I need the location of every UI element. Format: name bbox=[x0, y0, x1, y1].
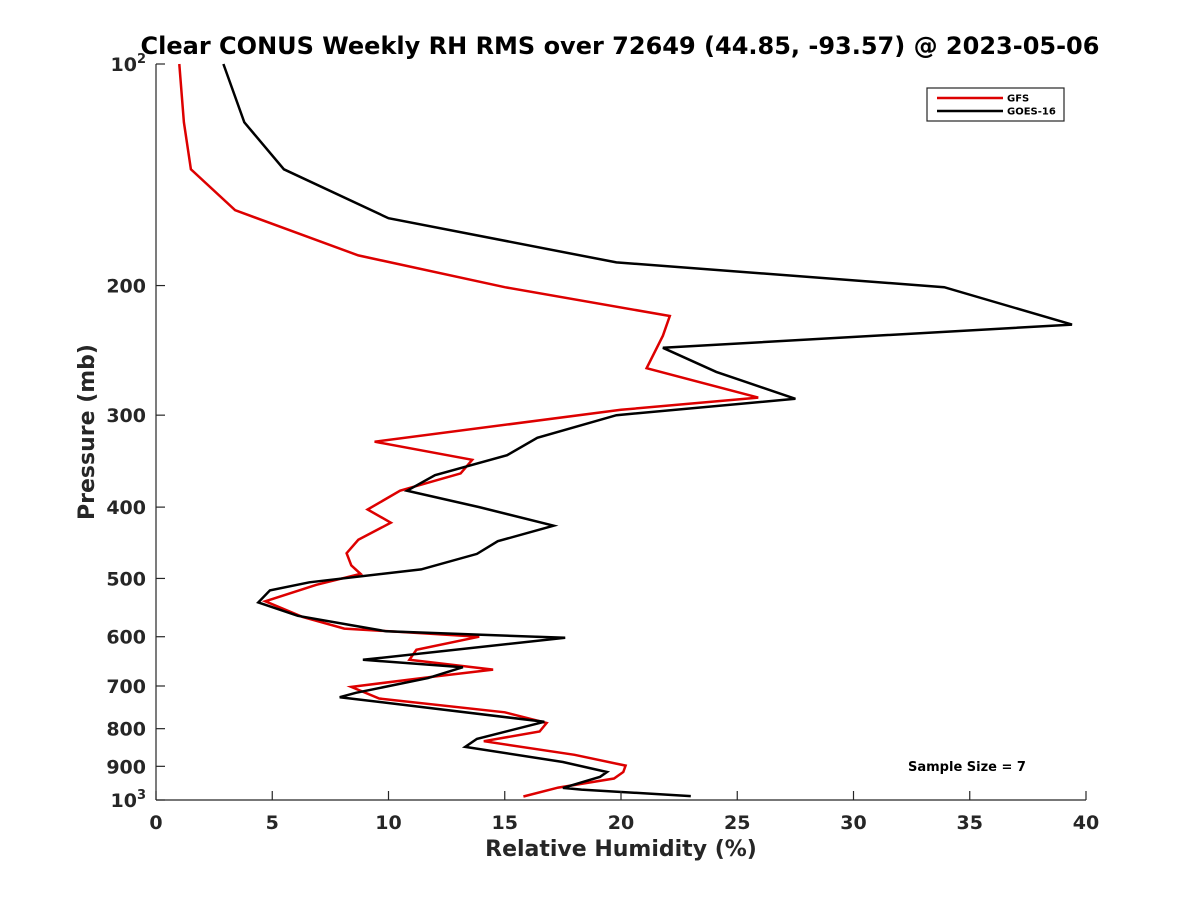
plot-lines bbox=[178, 63, 1073, 798]
y-tick-label: 500 bbox=[106, 568, 146, 590]
x-tick-label: 30 bbox=[840, 812, 866, 834]
y-axis-label: Pressure (mb) bbox=[75, 344, 100, 520]
legend: GFS GOES-16 bbox=[926, 87, 1065, 122]
y-tick-label: 600 bbox=[106, 627, 146, 649]
y-tick-label: 300 bbox=[106, 405, 146, 427]
legend-box bbox=[926, 87, 1065, 122]
x-tick-label: 15 bbox=[492, 812, 518, 834]
x-tick-label: 35 bbox=[957, 812, 983, 834]
x-tick-label: 10 bbox=[375, 812, 401, 834]
x-axis-label: Relative Humidity (%) bbox=[485, 837, 757, 862]
x-ticks: 0 5 10 15 20 25 30 35 40 bbox=[149, 791, 1099, 834]
x-tick-label: 40 bbox=[1073, 812, 1099, 834]
y-tick-label: 103 bbox=[111, 788, 147, 812]
y-tick-label: 200 bbox=[106, 276, 146, 298]
chart-title: Clear CONUS Weekly RH RMS over 72649 (44… bbox=[141, 32, 1100, 60]
series-line-goes16 bbox=[222, 63, 1073, 798]
y-tick-label: 400 bbox=[106, 497, 146, 519]
x-tick-label: 5 bbox=[266, 812, 279, 834]
y-tick-label: 700 bbox=[106, 676, 146, 698]
series-line-gfs bbox=[178, 63, 759, 798]
legend-label-gfs: GFS bbox=[1007, 94, 1029, 105]
legend-label-goes16: GOES-16 bbox=[1007, 107, 1056, 118]
y-tick-label: 900 bbox=[106, 756, 146, 778]
y-tick-label: 800 bbox=[106, 719, 146, 741]
sample-size-annotation: Sample Size = 7 bbox=[908, 760, 1026, 775]
x-tick-label: 20 bbox=[608, 812, 634, 834]
x-tick-label: 0 bbox=[149, 812, 162, 834]
y-tick-label: 102 bbox=[111, 52, 147, 76]
x-tick-label: 25 bbox=[724, 812, 750, 834]
y-ticks: 102 200 300 400 500 600 700 800 900 103 bbox=[106, 52, 165, 812]
